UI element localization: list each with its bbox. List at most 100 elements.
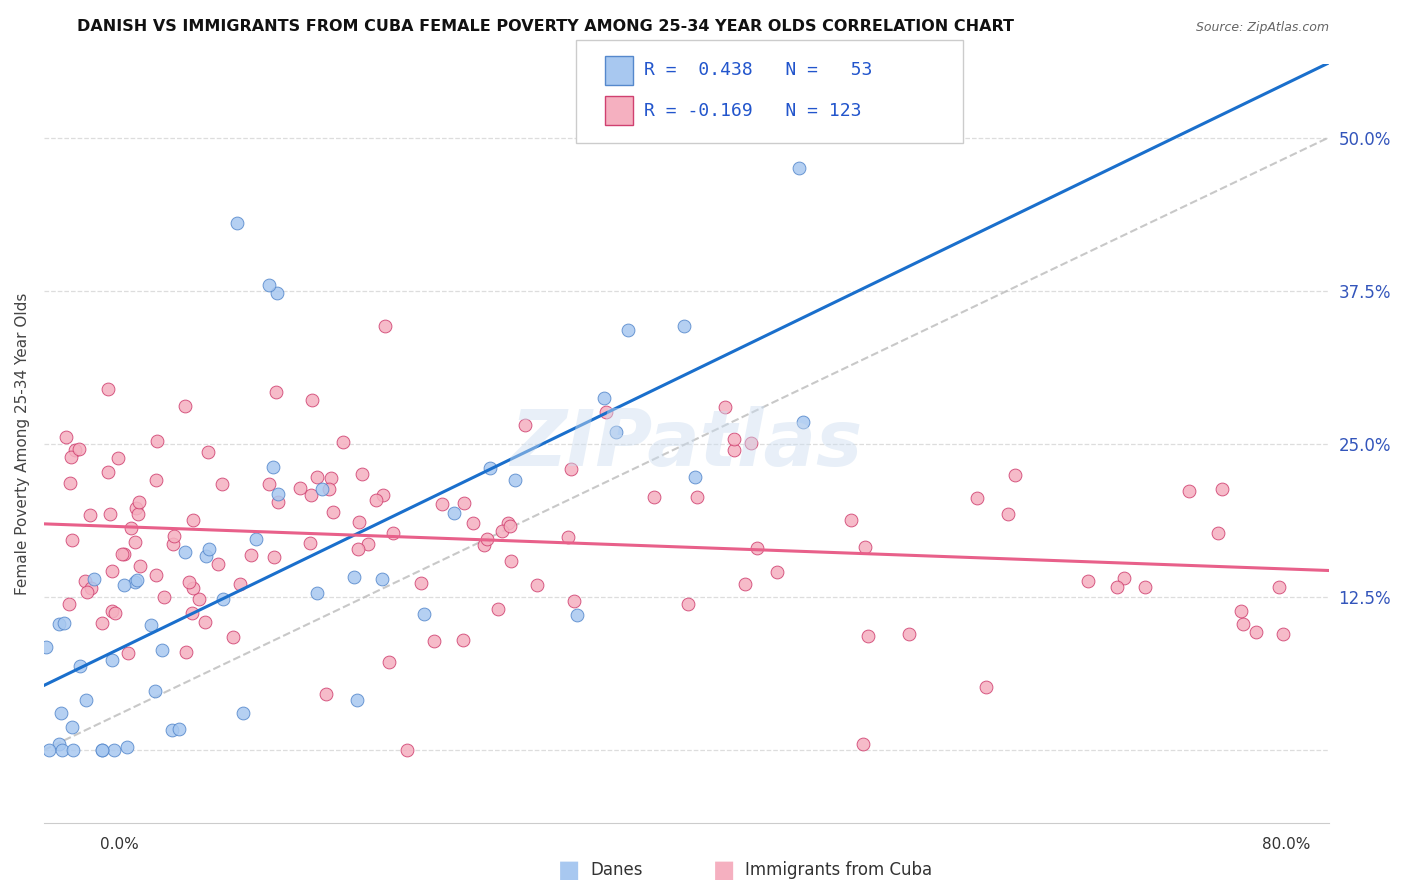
- Point: [1268, 580, 1291, 594]
- Point: [377, 655, 399, 669]
- Point: [173, 399, 195, 413]
- Point: [197, 541, 219, 556]
- Point: [723, 442, 745, 457]
- Point: [245, 532, 267, 546]
- Point: [145, 567, 167, 582]
- Text: Source: ZipAtlas.com: Source: ZipAtlas.com: [1195, 21, 1329, 34]
- Point: [1114, 571, 1136, 585]
- Text: 80.0%: 80.0%: [1263, 838, 1310, 852]
- Point: [299, 488, 322, 502]
- Point: [461, 516, 484, 531]
- Point: [332, 434, 354, 449]
- Point: [127, 573, 149, 587]
- Point: [97, 382, 120, 396]
- Point: [232, 706, 254, 720]
- Point: [117, 646, 139, 660]
- Point: [48, 616, 70, 631]
- Point: [162, 537, 184, 551]
- Point: [163, 529, 186, 543]
- Point: [180, 607, 202, 621]
- Point: [856, 629, 879, 643]
- Point: [257, 476, 280, 491]
- Point: [503, 473, 526, 487]
- Point: [346, 693, 368, 707]
- Point: [58, 597, 80, 611]
- Point: [496, 516, 519, 531]
- Point: [723, 432, 745, 446]
- Point: [997, 507, 1019, 521]
- Point: [966, 491, 988, 506]
- Point: [787, 161, 810, 176]
- Point: [127, 507, 149, 521]
- Point: [48, 737, 70, 751]
- Point: [1272, 627, 1295, 641]
- Point: [1230, 604, 1253, 618]
- Point: [101, 564, 124, 578]
- Point: [370, 572, 392, 586]
- Point: [177, 575, 200, 590]
- Point: [266, 286, 288, 301]
- Point: [364, 493, 387, 508]
- Point: [1206, 525, 1229, 540]
- Point: [207, 558, 229, 572]
- Point: [357, 537, 380, 551]
- Point: [103, 743, 125, 757]
- Point: [617, 323, 640, 337]
- Point: [395, 743, 418, 757]
- Point: [124, 534, 146, 549]
- Point: [90, 743, 112, 757]
- Point: [229, 577, 252, 591]
- Point: [1004, 467, 1026, 482]
- Point: [262, 460, 284, 475]
- Point: [112, 547, 135, 561]
- Point: [167, 722, 190, 736]
- Point: [107, 450, 129, 465]
- Point: [290, 481, 312, 495]
- Point: [65, 443, 87, 458]
- Point: [59, 475, 82, 490]
- Point: [35, 640, 58, 654]
- Point: [75, 693, 97, 707]
- Point: [53, 615, 76, 630]
- Point: [643, 490, 665, 504]
- Point: [264, 384, 287, 399]
- Point: [595, 405, 617, 419]
- Point: [100, 604, 122, 618]
- Point: [73, 574, 96, 589]
- Point: [1133, 581, 1156, 595]
- Point: [221, 631, 243, 645]
- Text: R =  0.438   N =   53: R = 0.438 N = 53: [644, 62, 872, 79]
- Point: [347, 515, 370, 529]
- Point: [499, 519, 522, 533]
- Text: DANISH VS IMMIGRANTS FROM CUBA FEMALE POVERTY AMONG 25-34 YEAR OLDS CORRELATION : DANISH VS IMMIGRANTS FROM CUBA FEMALE PO…: [77, 20, 1014, 34]
- Text: Danes: Danes: [591, 861, 643, 879]
- Point: [124, 574, 146, 589]
- Point: [1232, 617, 1254, 632]
- Point: [112, 578, 135, 592]
- Point: [51, 743, 73, 757]
- Point: [299, 536, 322, 550]
- Point: [740, 436, 762, 450]
- Point: [301, 392, 323, 407]
- Point: [181, 513, 204, 527]
- Point: [150, 642, 173, 657]
- Point: [97, 465, 120, 479]
- Point: [263, 550, 285, 565]
- Point: [478, 461, 501, 475]
- Point: [443, 506, 465, 520]
- Point: [76, 585, 98, 599]
- Point: [1244, 624, 1267, 639]
- Point: [423, 634, 446, 648]
- Point: [104, 606, 127, 620]
- Point: [499, 554, 522, 568]
- Text: ZIPatlas: ZIPatlas: [510, 406, 862, 482]
- Point: [211, 476, 233, 491]
- Point: [1211, 482, 1233, 496]
- Point: [747, 541, 769, 556]
- Point: [560, 462, 582, 476]
- Point: [211, 591, 233, 606]
- Point: [257, 277, 280, 292]
- Point: [342, 569, 364, 583]
- Point: [974, 680, 997, 694]
- Point: [371, 488, 394, 502]
